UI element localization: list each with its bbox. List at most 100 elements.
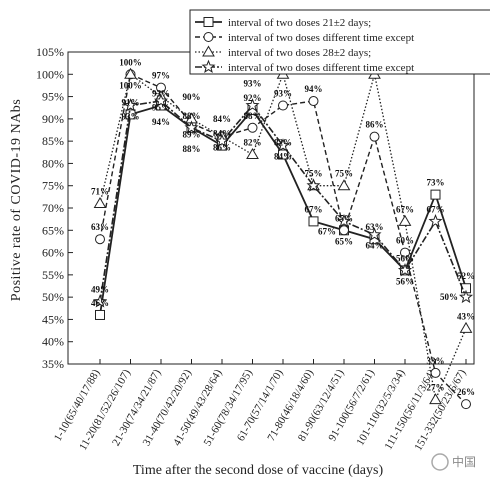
series-1-square-marker: [125, 109, 136, 120]
data-label: 73%: [427, 178, 445, 188]
y-tick-label: 85%: [42, 134, 64, 148]
series-2-circle-marker: [247, 122, 258, 133]
y-tick-label: 40%: [42, 335, 64, 349]
series-4-star-marker: [428, 214, 443, 228]
data-label: 97%: [152, 71, 170, 81]
series-2-circle-marker: [430, 367, 441, 378]
y-tick-label: 50%: [42, 290, 64, 304]
series-4-star-marker: [214, 133, 230, 148]
y-tick-label: 80%: [42, 156, 64, 170]
data-label: 91%: [122, 97, 140, 107]
legend-entry-1: interval of two doses 21±2 days;: [195, 17, 371, 29]
series-3-triangle-marker: [459, 321, 473, 333]
data-label: 46%: [91, 298, 109, 308]
data-label: 52%: [457, 271, 475, 281]
series-3-triangle-marker: [398, 214, 412, 226]
series-3-triangle-marker: [429, 393, 442, 405]
legend-entry-3: interval of two doses 28±2 days;: [195, 45, 371, 59]
data-label: 67%: [305, 204, 323, 214]
y-tick-label: 75%: [42, 179, 64, 193]
y-axis-title: Positive rate of COVID-19 NAbs: [9, 99, 24, 301]
series-2-circle-marker: [278, 100, 288, 111]
series-4-star-marker: [458, 289, 474, 304]
data-label: 84%: [213, 114, 231, 124]
series-4-star-marker: [367, 227, 382, 241]
legend-triangle-icon: [202, 45, 215, 57]
data-label: 67%: [396, 204, 414, 214]
watermark: 中国: [431, 453, 476, 471]
series-1-square-marker: [278, 149, 288, 160]
data-label: 56%: [396, 253, 414, 263]
series-4-star-marker: [245, 98, 260, 112]
y-tick-label: 65%: [42, 223, 64, 237]
data-label: 50%: [440, 292, 458, 302]
series-4-star-marker: [397, 263, 413, 277]
data-label: 88%: [183, 111, 201, 121]
data-label: 89%: [183, 129, 201, 139]
series-2-circle-marker: [308, 96, 319, 107]
series-1-square-marker: [430, 189, 441, 200]
data-label: 88%: [183, 144, 201, 154]
data-label: 67%: [427, 204, 445, 214]
y-tick-label: 100%: [36, 67, 64, 81]
series-4-star-marker: [92, 294, 108, 308]
series-2-circle-marker: [400, 247, 410, 258]
series-4-star-marker: [153, 93, 169, 107]
y-axis: 35% 40% 45% 50% 55% 60% 65% 70% 75% 80% 85% 90% 95% 1…: [36, 45, 73, 371]
legend-label: interval of two doses 21±2 days;: [228, 17, 371, 29]
series-3-triangle-marker: [93, 197, 107, 209]
legend-label: interval of two doses 28±2 days;: [228, 47, 371, 59]
data-label: 86%: [213, 143, 231, 153]
data-label: 92%: [244, 93, 262, 103]
series-3-triangle-marker: [124, 67, 137, 79]
data-label: 84%: [274, 152, 292, 162]
series-4: [92, 93, 474, 308]
data-label: 88%: [244, 111, 262, 121]
series-4-star-marker: [275, 138, 291, 152]
data-label: 94%: [305, 84, 323, 94]
data-label: 86%: [366, 120, 384, 130]
data-label: 82%: [274, 138, 292, 148]
legend-box: [189, 9, 490, 75]
legend: interval of two doses 21±2 days; interval…: [189, 9, 490, 75]
data-label: 26%: [457, 387, 475, 397]
series-4-star-marker: [306, 178, 321, 192]
y-tick-label: 35%: [42, 357, 64, 371]
data-label: 93%: [152, 89, 170, 99]
x-axis-title: Time after the second dose of vaccine (d…: [133, 463, 384, 478]
series-2-circle-marker: [461, 399, 471, 410]
legend-entry-2: interval of two doses different time exc…: [195, 32, 414, 44]
data-label: 93%: [274, 89, 292, 99]
y-tick-label: 95%: [42, 90, 64, 104]
legend-label: interval of two doses different time exc…: [228, 32, 414, 44]
data-label: 43%: [457, 311, 475, 321]
data-label: 67%: [318, 226, 336, 236]
series-2-circle-marker: [369, 131, 380, 142]
series-1-square-marker: [95, 309, 105, 320]
data-label: 82%: [244, 138, 262, 148]
series-2-circle-marker: [95, 234, 105, 245]
data-label: 64%: [366, 241, 384, 251]
data-label: 100%: [119, 80, 142, 90]
data-label: 65%: [335, 236, 353, 246]
data-label: 94%: [152, 117, 170, 127]
data-label: 100%: [119, 57, 142, 67]
series-3-triangle-marker: [246, 148, 259, 160]
data-label: 56%: [396, 276, 414, 286]
series-layer: [92, 67, 474, 410]
legend-square-icon: [203, 17, 214, 27]
data-label: 60%: [396, 236, 414, 246]
data-label: 33%: [427, 356, 445, 366]
data-label: 65%: [335, 213, 353, 223]
data-label: 75%: [305, 169, 323, 179]
data-label: 93%: [122, 112, 140, 122]
y-tick-label: 70%: [42, 201, 64, 215]
series-2-circle-marker: [339, 225, 349, 236]
legend-star-icon: [201, 59, 216, 73]
data-label: 90%: [183, 92, 201, 102]
series-4-star-marker: [123, 98, 138, 112]
legend-circle-icon: [203, 32, 214, 42]
y-tick-label: 90%: [42, 112, 64, 126]
data-label: 49%: [91, 285, 109, 295]
